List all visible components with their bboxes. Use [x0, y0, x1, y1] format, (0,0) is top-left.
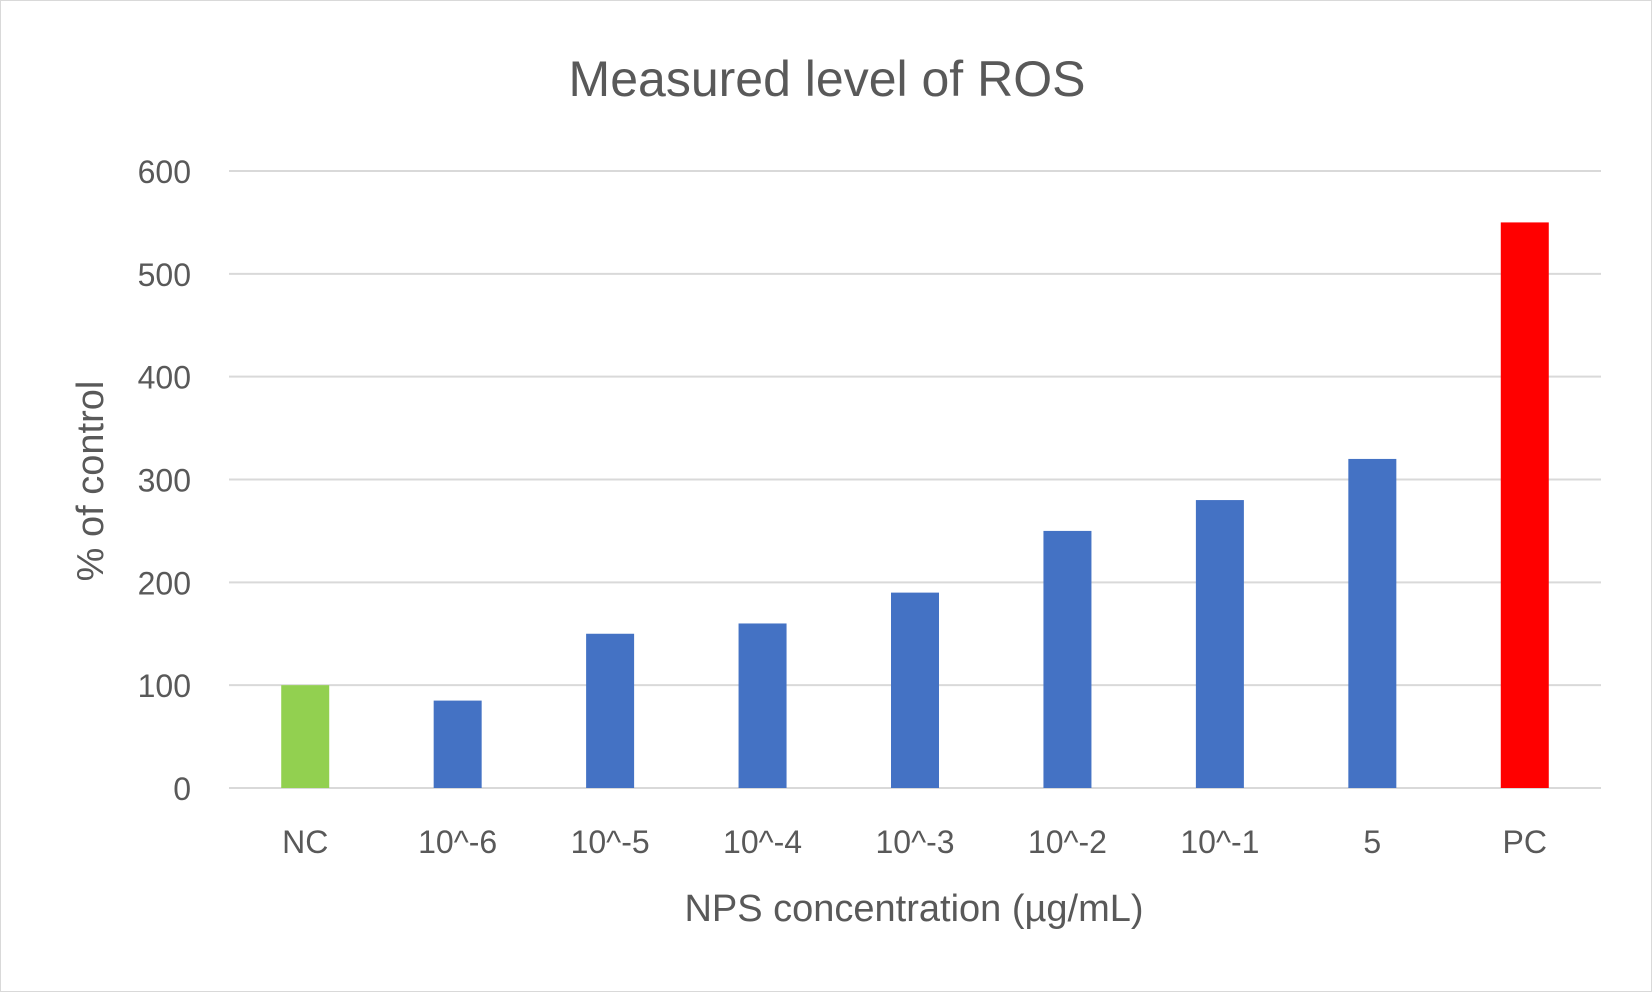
bar-10-5: [586, 633, 635, 788]
y-tick-label: 300: [138, 463, 191, 499]
x-axis-label: NPS concentration (µg/mL): [684, 888, 1143, 930]
bar-10-6: [433, 700, 482, 788]
bar-nc: [281, 685, 330, 788]
bar-5: [1348, 458, 1397, 788]
bar-pc: [1500, 222, 1549, 788]
bar-10-1: [1195, 500, 1244, 788]
x-tick-label: 10^-6: [418, 824, 497, 860]
bar-10-2: [1043, 530, 1092, 788]
x-tick-label: 5: [1363, 824, 1381, 860]
x-tick-label: 10^-5: [571, 824, 650, 860]
y-tick-label: 0: [173, 771, 191, 807]
bar-10-3: [891, 592, 939, 788]
x-tick-label: 10^-3: [875, 824, 954, 860]
y-tick-label: 600: [138, 154, 191, 190]
y-axis-label: % of control: [70, 381, 112, 582]
x-tick-label: 10^-2: [1028, 824, 1107, 860]
y-tick-label: 200: [138, 565, 191, 601]
y-tick-label: 100: [138, 668, 191, 704]
x-tick-label: NC: [282, 824, 328, 860]
x-tick-label: 10^-4: [723, 824, 802, 860]
chart-title: Measured level of ROS: [569, 51, 1086, 107]
gridlines: [229, 170, 1601, 789]
x-tick-label: PC: [1503, 824, 1547, 860]
y-axis-ticks: 0 100 200 300 400 500 600: [138, 154, 191, 807]
y-tick-label: 400: [138, 360, 191, 396]
bars: [281, 222, 1549, 788]
x-axis-ticks: NC 10^-6 10^-5 10^-4 10^-3 10^-2 10^-1 5 PC: [282, 824, 1547, 860]
x-tick-label: 10^-1: [1180, 824, 1259, 860]
y-tick-label: 500: [138, 257, 191, 293]
bar-10-4: [738, 623, 787, 788]
